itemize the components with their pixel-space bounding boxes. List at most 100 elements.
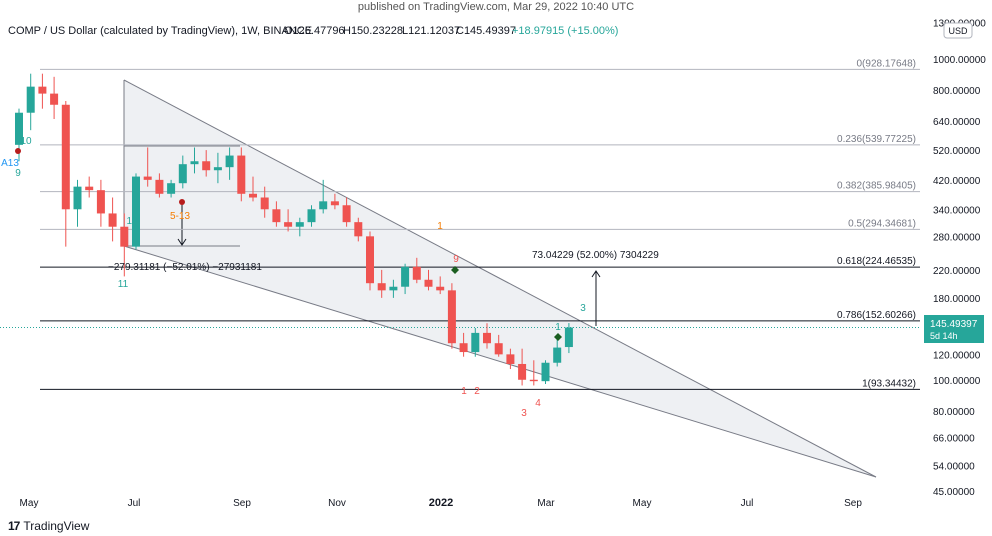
ohlc-close: C145.49397 bbox=[456, 25, 516, 37]
price-tick-label: 100.00000 bbox=[933, 376, 981, 387]
candle-body bbox=[342, 205, 351, 223]
price-tick-label: 45.00000 bbox=[933, 487, 975, 498]
candle-body bbox=[108, 213, 117, 227]
candle-body bbox=[155, 179, 164, 194]
signal-dot bbox=[179, 199, 185, 205]
time-tick-label: Jul bbox=[741, 498, 754, 509]
time-axis-layer: May Jul Sep Nov 2022 Mar May Jul Sep bbox=[20, 497, 863, 509]
candle-body bbox=[389, 286, 398, 291]
candle-body bbox=[237, 155, 246, 194]
time-tick-label: 2022 bbox=[429, 497, 453, 509]
td-count-label: 9 bbox=[453, 254, 459, 265]
signal-diamond bbox=[451, 266, 459, 274]
candle-body bbox=[96, 190, 105, 214]
candle-body bbox=[178, 164, 187, 184]
candle-body bbox=[483, 332, 491, 344]
price-tick-label: 280.00000 bbox=[933, 232, 981, 243]
price-tick-label: 1000.00000 bbox=[933, 55, 986, 66]
td-count-label: 1 bbox=[461, 386, 467, 397]
measure-up-tool[interactable]: 73.04229 (52.00%) 7304229 bbox=[532, 250, 659, 261]
candle-body bbox=[319, 201, 328, 210]
td-count-label: A13 bbox=[1, 158, 19, 169]
measure-down-label: −279.31181 (−52.01%) −27931181 bbox=[108, 262, 262, 273]
candle-body bbox=[412, 266, 421, 280]
price-tick-label: 80.00000 bbox=[933, 407, 975, 418]
wedge-layer bbox=[123, 79, 877, 478]
candle-body bbox=[459, 343, 468, 353]
time-tick-label: May bbox=[633, 498, 652, 509]
current-price-countdown: 5d 14h bbox=[930, 331, 958, 341]
price-tick-label: 420.00000 bbox=[933, 176, 981, 187]
tradingview-logo-icon: 17 bbox=[8, 519, 20, 533]
candle-body bbox=[284, 222, 293, 227]
current-price-tag: 145.49397 5d 14h bbox=[924, 315, 984, 343]
measure-down-tool[interactable]: −279.31181 (−52.01%) −27931181 bbox=[108, 262, 262, 273]
candle-body bbox=[447, 290, 456, 344]
price-tick-label: 54.00000 bbox=[933, 462, 975, 473]
measure-down-arrowhead bbox=[177, 238, 187, 246]
signal-dot bbox=[15, 148, 21, 154]
fib-label: 0(928.17648) bbox=[857, 58, 917, 69]
candle-body bbox=[529, 379, 538, 382]
candle-body bbox=[260, 197, 269, 210]
fib-label: 0.382(385.98405) bbox=[837, 181, 916, 192]
time-tick-label: May bbox=[20, 498, 39, 509]
candle-body bbox=[307, 209, 316, 223]
td-count-label: 10 bbox=[20, 136, 32, 147]
time-tick-label: Sep bbox=[844, 498, 862, 509]
candle-body bbox=[120, 226, 129, 247]
candle-body bbox=[377, 283, 386, 291]
brand-label: TradingView bbox=[23, 519, 90, 533]
candle-body bbox=[354, 222, 363, 237]
price-tick-label: 520.00000 bbox=[933, 146, 981, 157]
candle-body bbox=[295, 222, 304, 227]
candle-body bbox=[225, 155, 234, 168]
candle-body bbox=[15, 112, 23, 145]
td-count-label: 4 bbox=[535, 398, 541, 409]
fib-label: 0.786(152.60266) bbox=[837, 310, 916, 321]
price-tick-label: 120.00000 bbox=[933, 350, 981, 361]
candle-body bbox=[50, 93, 59, 105]
td-count-label: 1 bbox=[437, 221, 443, 232]
candle-body bbox=[249, 193, 257, 198]
currency-label: USD bbox=[948, 26, 968, 36]
fib-label: 0.5(294.34681) bbox=[848, 218, 916, 229]
wedge-lower-line bbox=[123, 245, 877, 478]
currency-badge[interactable]: USD bbox=[943, 22, 973, 39]
time-tick-label: Sep bbox=[233, 498, 251, 509]
price-tick-label: 340.00000 bbox=[933, 205, 981, 216]
candle-body bbox=[553, 347, 562, 363]
candle-body bbox=[564, 327, 573, 348]
candle-body bbox=[401, 266, 410, 287]
candle-body bbox=[330, 201, 339, 206]
ohlc-open: O126.47796 bbox=[284, 25, 345, 37]
candle-body bbox=[366, 236, 374, 284]
candle-body bbox=[85, 186, 94, 191]
price-tick-label: 180.00000 bbox=[933, 294, 981, 305]
current-price-label: 145.49397 bbox=[930, 319, 978, 330]
candle-body bbox=[541, 362, 550, 382]
fibonacci-layer: 0(928.17648) 0.236(539.77225) 0.382(385.98… bbox=[0, 58, 920, 390]
td-count-label: 9 bbox=[15, 168, 21, 179]
ohlc-change: +18.97915 (+15.00%) bbox=[512, 25, 618, 37]
candle-body bbox=[272, 209, 281, 223]
candle-body bbox=[494, 343, 503, 355]
time-tick-label: Mar bbox=[537, 498, 555, 509]
td-count-label: 2 bbox=[474, 386, 480, 397]
candle-body bbox=[213, 167, 222, 171]
measure-up-arrowhead bbox=[591, 270, 601, 278]
price-axis-layer: 1300.000001000.00000800.00000640.0000052… bbox=[933, 18, 986, 498]
candle-body bbox=[61, 104, 70, 210]
candle-body bbox=[202, 161, 211, 171]
candlestick-chart[interactable]: 0(928.17648) 0.236(539.77225) 0.382(385.98… bbox=[0, 14, 992, 514]
td-count-label: 3 bbox=[521, 408, 527, 419]
candle-body bbox=[424, 279, 433, 287]
price-tick-label: 800.00000 bbox=[933, 86, 981, 97]
candle-body bbox=[26, 86, 35, 113]
signal-diamond bbox=[554, 333, 562, 341]
fib-label: 0.236(539.77225) bbox=[837, 134, 916, 145]
candle-body bbox=[518, 363, 527, 380]
legend-layer: COMP / US Dollar (calculated by TradingV… bbox=[8, 25, 618, 37]
time-tick-label: Nov bbox=[328, 498, 346, 509]
